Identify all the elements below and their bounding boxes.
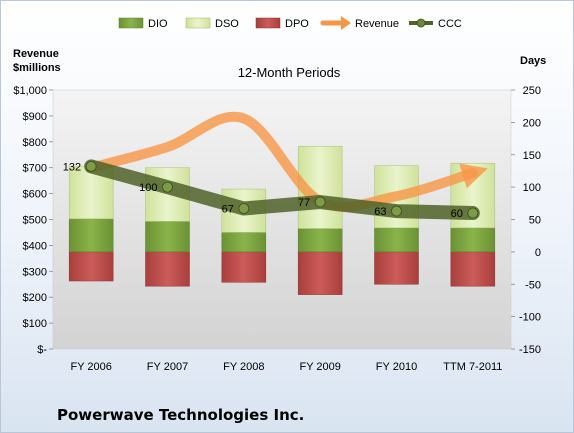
right-axis-title: Days — [520, 55, 546, 67]
bar-dpo — [68, 251, 114, 282]
bars — [68, 146, 496, 295]
ccc-data-label: 100 — [139, 182, 157, 194]
right-tick-label: 200 — [523, 117, 541, 129]
left-tick-label: $600 — [23, 189, 47, 201]
ccc-data-label: 132 — [63, 161, 81, 173]
ccc-data-label: 63 — [374, 206, 386, 218]
right-tick-label: -150 — [519, 344, 541, 356]
left-tick-label: $- — [37, 344, 47, 356]
revenue-line — [86, 111, 488, 212]
x-tick-label: FY 2006 — [70, 361, 111, 373]
left-tick-label: $200 — [23, 292, 47, 304]
right-tick-label: 50 — [529, 215, 541, 227]
bar-dpo — [374, 251, 419, 285]
right-tick-label: -50 — [525, 279, 541, 291]
plot-area — [52, 89, 512, 350]
legend: DIO DSO DPO Revenue CCC — [118, 16, 462, 30]
bar-dio — [68, 218, 114, 253]
x-tick-label: FY 2008 — [223, 361, 264, 373]
left-axis-title-line2: $millions — [13, 62, 61, 74]
ccc-series: 132 100 67 77 63 60 — [63, 159, 480, 221]
ccc-line — [84, 159, 480, 221]
ccc-point — [162, 181, 173, 193]
ccc-data-label: 67 — [222, 203, 234, 215]
bar-dpo — [221, 251, 267, 283]
left-tick-label: $1,000 — [13, 85, 47, 97]
ccc-point — [314, 196, 326, 208]
revenue-series — [86, 111, 488, 212]
ccc-point — [238, 203, 250, 214]
legend-swatch-revenue — [320, 16, 351, 30]
left-axis-title-line1: Revenue — [13, 48, 59, 60]
ccc-point — [467, 207, 479, 219]
right-tick-label: 150 — [523, 150, 541, 162]
ccc-point — [85, 161, 97, 172]
bar-dpo — [145, 251, 190, 287]
bar-dio — [374, 227, 419, 253]
left-tick-label: $900 — [23, 111, 47, 123]
x-tick-label: FY 2009 — [299, 361, 340, 373]
legend-label-dio: DIO — [148, 18, 168, 30]
bar-dio — [450, 227, 496, 253]
ccc-data-label: 77 — [298, 197, 310, 209]
legend-swatch-dio — [118, 17, 144, 29]
ccc-data-label: 60 — [451, 208, 463, 220]
right-tick-label: 100 — [523, 182, 541, 194]
bar-dio — [145, 221, 190, 253]
legend-label-ccc: CCC — [438, 18, 462, 30]
legend-label-revenue: Revenue — [355, 18, 399, 30]
chart-title: 12-Month Periods — [238, 65, 341, 80]
right-tick-label: 250 — [523, 85, 541, 97]
company-name: Powerwave Technologies Inc. — [57, 406, 304, 424]
left-tick-label: $700 — [23, 163, 47, 175]
right-tick-label: 0 — [535, 247, 541, 259]
legend-swatch-dpo — [255, 17, 281, 29]
x-tick-label: TTM 7-2011 — [443, 361, 502, 373]
x-tick-label: FY 2010 — [376, 361, 417, 373]
legend-swatch-dso — [185, 17, 211, 29]
x-tick-label: FY 2007 — [147, 361, 188, 373]
bar-dpo — [297, 251, 343, 295]
left-tick-label: $400 — [23, 240, 47, 252]
bar-dio — [297, 228, 343, 253]
left-tick-label: $500 — [23, 215, 47, 227]
ccc-point — [391, 205, 402, 217]
bar-dpo — [450, 251, 496, 287]
x-axis-labels: FY 2006 FY 2007 FY 2008 FY 2009 FY 2010 TTM 7… — [70, 361, 502, 373]
right-axis-ticks: -150 -100 -50 0 50 100 150 200 250 — [511, 85, 541, 356]
legend-swatch-ccc — [409, 18, 433, 28]
left-tick-label: $300 — [23, 266, 47, 278]
left-tick-label: $800 — [23, 137, 47, 149]
bar-dio — [221, 232, 267, 253]
legend-label-dpo: DPO — [285, 18, 309, 30]
right-tick-label: -100 — [519, 312, 541, 324]
legend-label-dso: DSO — [215, 18, 239, 30]
left-tick-label: $100 — [23, 318, 47, 330]
left-axis-ticks: $- $100 $200 $300 $400 $500 $600 $700 $800 $900 $1… — [13, 85, 53, 356]
